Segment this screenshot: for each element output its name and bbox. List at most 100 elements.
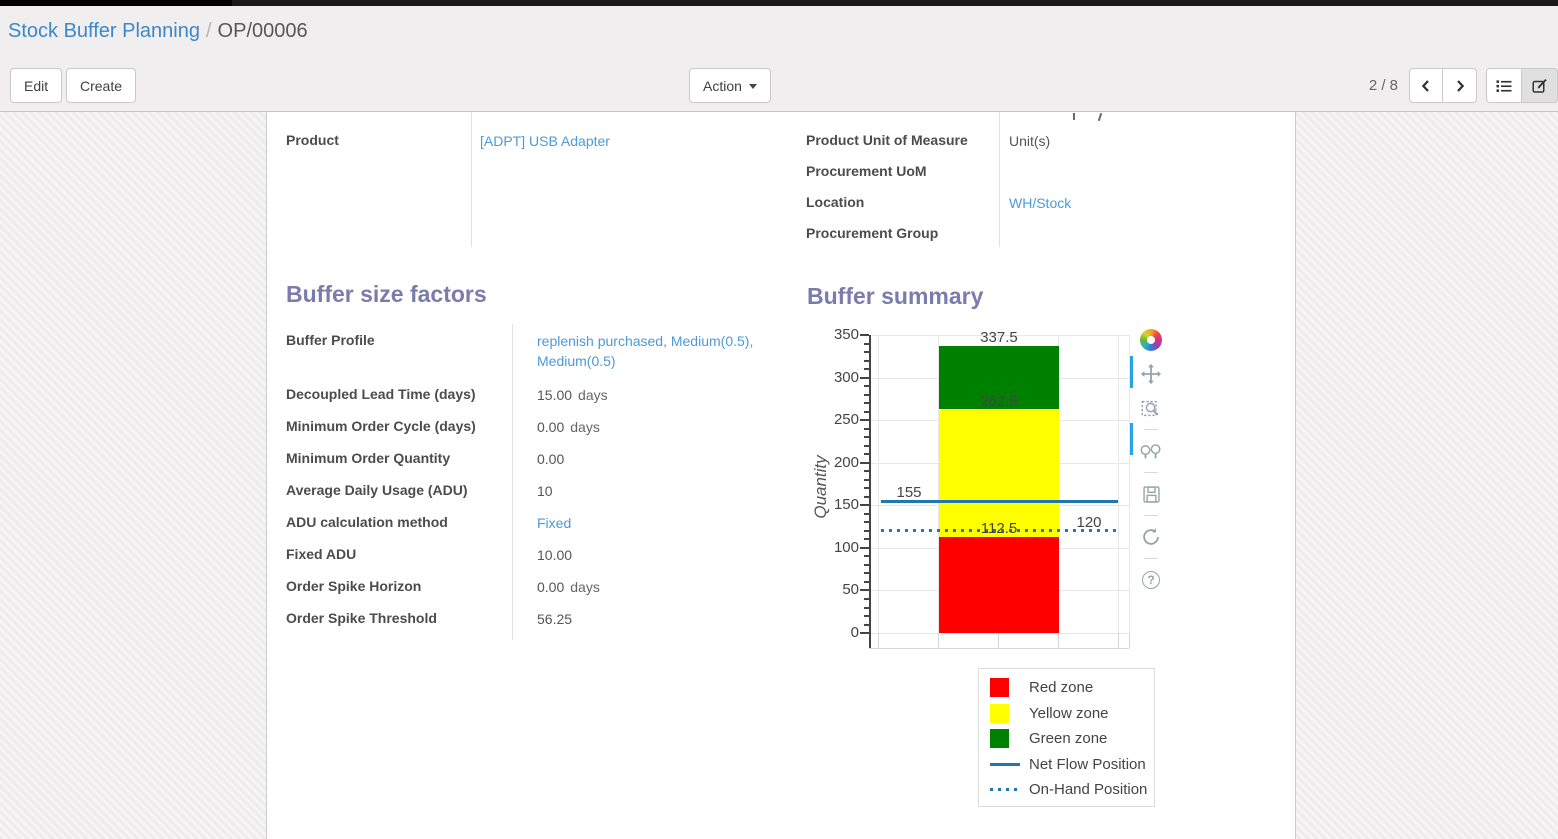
field-value: 0.00 days xyxy=(537,579,600,595)
y-axis-tick xyxy=(864,453,869,456)
bar-segment-red-zone[interactable] xyxy=(939,537,1059,633)
field-row: Procurement UoM xyxy=(806,155,1286,186)
legend-label: Red zone xyxy=(1029,679,1094,697)
breadcrumb-parent-link[interactable]: Stock Buffer Planning xyxy=(8,20,200,42)
field-label: Minimum Order Cycle (days) xyxy=(286,418,476,434)
field-value: 0.00 xyxy=(537,451,565,467)
y-axis-tick xyxy=(864,606,869,609)
legend-item[interactable]: Red zone xyxy=(979,675,1154,701)
legend-swatch-square xyxy=(990,678,1022,698)
buffer-factors-field-group: Buffer Profile replenish purchased, Mediu… xyxy=(286,324,796,634)
list-icon xyxy=(1496,79,1512,92)
y-axis-tick xyxy=(864,529,869,532)
reset-icon[interactable] xyxy=(1138,524,1164,550)
chart-annotation: 337.5 xyxy=(980,328,1018,346)
zoom-box-icon[interactable] xyxy=(1138,395,1164,421)
field-value-link[interactable]: Fixed xyxy=(537,515,572,531)
y-axis-tick xyxy=(864,385,869,388)
x-axis-tick xyxy=(1118,633,1119,648)
field-value: 10.00 xyxy=(537,547,573,563)
field-value-link[interactable]: WH/Stock xyxy=(1009,195,1072,211)
y-axis-tick xyxy=(864,521,869,524)
modebar-separator xyxy=(1144,515,1158,516)
form-view-button-active[interactable] xyxy=(1522,68,1558,103)
field-row: Order Spike Threshold 56.25 xyxy=(286,602,796,634)
field-row: ADU calculation method Fixed xyxy=(286,506,796,538)
legend-item[interactable]: Net Flow Position xyxy=(979,752,1154,778)
y-axis-tick xyxy=(864,538,869,541)
clipped-text-remnant xyxy=(1073,113,1075,120)
y-axis-tick xyxy=(864,487,869,490)
field-unit: days xyxy=(570,419,600,435)
field-label: Procurement Group xyxy=(806,225,939,241)
y-axis-tick xyxy=(860,546,869,549)
bar-segment-green-zone[interactable] xyxy=(939,345,1059,410)
legend-label: On-Hand Position xyxy=(1029,781,1148,799)
y-axis-tick xyxy=(860,589,869,592)
y-axis-tick xyxy=(860,419,869,422)
legend-swatch-dotted xyxy=(990,788,1022,792)
legend-item[interactable]: Yellow zone xyxy=(979,701,1154,727)
chart-plot-area: 0 50 100 150 200 250 300 350 337.5 262.5 112.5 155 1… xyxy=(803,326,1171,667)
y-axis-tick xyxy=(864,495,869,498)
x-axis-tick xyxy=(878,633,879,648)
chart-legend: Red zone Yellow zone Green zone Net Flow Po… xyxy=(978,668,1155,807)
gridline-v xyxy=(1118,335,1119,633)
legend-item[interactable]: Green zone xyxy=(979,726,1154,752)
field-value-link[interactable]: replenish purchased, Medium(0.5), Medium… xyxy=(537,333,754,369)
top-navbar xyxy=(0,0,1558,6)
y-axis-tick xyxy=(864,427,869,430)
modebar-separator xyxy=(1144,472,1158,473)
field-row: Minimum Order Cycle (days) 0.00 days xyxy=(286,410,796,442)
group-separator xyxy=(471,112,472,247)
caret-down-icon xyxy=(748,84,757,90)
action-label: Action xyxy=(703,77,742,94)
field-label: Location xyxy=(806,194,865,210)
pager-next-button[interactable] xyxy=(1443,68,1477,103)
legend-item[interactable]: On-Hand Position xyxy=(979,777,1154,803)
y-tick-label: 200 xyxy=(833,453,859,471)
pan-icon[interactable] xyxy=(1138,361,1164,387)
y-axis-tick xyxy=(860,461,869,464)
field-label: Product xyxy=(286,132,339,148)
list-view-button[interactable] xyxy=(1486,68,1522,103)
field-label: Product Unit of Measure xyxy=(806,132,968,148)
field-unit: days xyxy=(570,579,600,595)
control-panel: Stock Buffer Planning / OP/00006 Edit Crea… xyxy=(0,6,1558,112)
field-value-link[interactable]: [ADPT] USB Adapter xyxy=(480,133,610,149)
y-axis-tick xyxy=(864,580,869,583)
x-axis-tick xyxy=(998,633,999,648)
clipped-text-remnant xyxy=(1097,112,1103,122)
y-axis-tick xyxy=(864,351,869,353)
group-separator xyxy=(512,324,513,640)
y-axis-tick xyxy=(860,632,869,634)
action-dropdown-button[interactable]: Action xyxy=(689,68,771,103)
zoom-in-out-icon[interactable] xyxy=(1138,438,1164,464)
content-background: Product [ADPT] USB Adapter Product Unit o… xyxy=(0,112,1558,839)
plotly-logo-icon[interactable] xyxy=(1138,327,1164,353)
group-separator xyxy=(999,112,1000,247)
save-icon[interactable] xyxy=(1138,481,1164,507)
form-sheet: Product [ADPT] USB Adapter Product Unit o… xyxy=(266,112,1296,839)
y-tick-label: 100 xyxy=(833,538,859,556)
edit-button[interactable]: Edit xyxy=(10,68,63,103)
pager-previous-button[interactable] xyxy=(1409,68,1443,103)
y-axis-tick xyxy=(864,512,869,515)
field-label: Order Spike Horizon xyxy=(286,578,422,594)
chart-annotation: 155 xyxy=(896,484,922,501)
field-value: 10 xyxy=(537,483,553,499)
field-value: 15.00 days xyxy=(537,387,608,403)
y-tick-label: 150 xyxy=(833,496,859,514)
y-axis-tick xyxy=(864,410,869,413)
top-navbar-segment xyxy=(0,0,232,6)
on-hand-position-line xyxy=(881,529,1118,533)
modebar-active-indicator xyxy=(1130,423,1133,455)
y-tick-label: 50 xyxy=(842,581,859,599)
field-row: Buffer Profile replenish purchased, Mediu… xyxy=(286,324,796,378)
field-row: Procurement Group xyxy=(806,217,1286,248)
y-axis-tick xyxy=(860,504,869,507)
create-button[interactable]: Create xyxy=(66,68,137,103)
help-icon[interactable]: ? xyxy=(1138,567,1164,593)
bar-segment-yellow-zone[interactable] xyxy=(939,409,1059,538)
y-tick-label: 300 xyxy=(833,368,859,386)
